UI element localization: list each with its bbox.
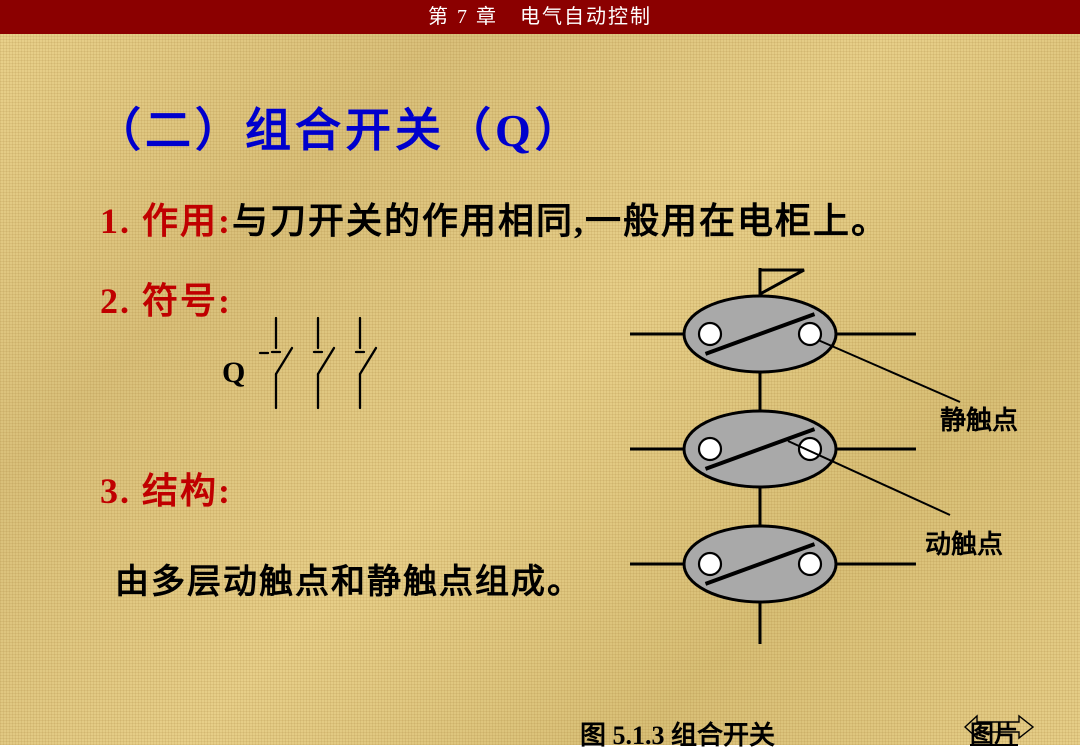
symbol-letter-q: Q xyxy=(222,356,245,390)
switch-structure-diagram xyxy=(580,256,1040,726)
figure-caption: 图 5.1.3 组合开关 xyxy=(580,715,775,752)
label-moving-contact: 动触点 xyxy=(925,524,1003,561)
item-1: 1. 作用:与刀开关的作用相同,一般用在电柜上。 xyxy=(100,192,889,244)
item-1-body: 与刀开关的作用相同,一般用在电柜上。 xyxy=(232,201,889,241)
slide-content: （二）组合开关（Q） 1. 作用:与刀开关的作用相同,一般用在电柜上。 2. 符… xyxy=(0,34,1080,745)
item-3-lead: 3. 结构: xyxy=(100,462,232,514)
switch-symbol-svg xyxy=(258,312,428,422)
figure-caption-text: 组合开关 xyxy=(665,721,776,750)
item-2-lead: 2. 符号: xyxy=(100,272,232,324)
image-link[interactable]: 图片 xyxy=(970,714,1018,749)
figure-number: 图 5.1.3 xyxy=(580,721,665,750)
label-static-contact: 静触点 xyxy=(940,400,1018,437)
item-1-lead: 1. 作用: xyxy=(100,201,232,241)
item-3-body: 由多层动触点和静触点组成。 xyxy=(115,554,583,603)
chapter-header: 第 7 章 电气自动控制 xyxy=(0,0,1080,34)
section-title: （二）组合开关（Q） xyxy=(95,94,585,160)
